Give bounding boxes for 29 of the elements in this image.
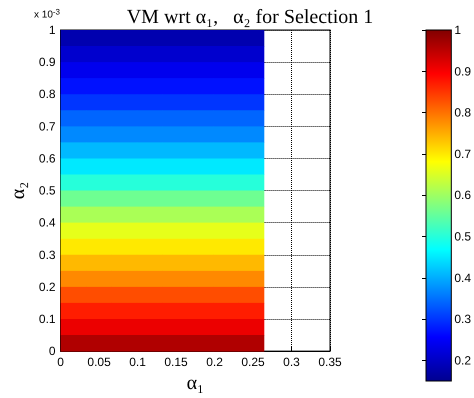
y-tick-label: 0.3 <box>38 248 56 262</box>
color-bar-label: 0.6 <box>454 188 472 202</box>
y-tick-label: 0.1 <box>38 312 56 326</box>
y-tick-label: 0.2 <box>38 280 56 294</box>
y-tick-label: 0.5 <box>38 184 56 198</box>
color-bar-label: 1 <box>454 23 462 37</box>
y-tick-label: 0.6 <box>38 151 56 166</box>
color-bar-label: 0.8 <box>454 106 472 120</box>
y-axis-title: α₂ <box>7 182 29 200</box>
color-bar-label: 0.3 <box>454 312 472 326</box>
x-tick-label: 0.05 <box>87 355 112 370</box>
color-bar-label: 0.7 <box>454 146 472 161</box>
x-tick-label: 0.15 <box>164 355 188 370</box>
x-tick-label: 0.1 <box>129 355 146 370</box>
x-tick-label: 0.3 <box>283 355 300 370</box>
y-tick-label: 1 <box>48 23 56 37</box>
y-tick-label: 0.4 <box>38 216 56 230</box>
chart-title: VM wrt α₁, α₂ for Selection 1 <box>126 6 374 28</box>
x-axis-title: α₁ <box>186 372 204 394</box>
color-bar-label: 0.5 <box>454 229 472 244</box>
y-tick-label: 0.7 <box>38 119 56 134</box>
color-bar-label: 0.4 <box>454 270 472 285</box>
y-tick-label: 0.8 <box>38 87 56 102</box>
y-tick-label: 0 <box>48 344 56 358</box>
color-bar-label: 0.9 <box>454 64 472 78</box>
y-tick-label: 0.9 <box>38 55 56 70</box>
x-tick-label: 0.2 <box>206 355 224 370</box>
x-tick-label: 0.25 <box>241 355 266 370</box>
x-tick-label: 0.35 <box>318 355 342 370</box>
